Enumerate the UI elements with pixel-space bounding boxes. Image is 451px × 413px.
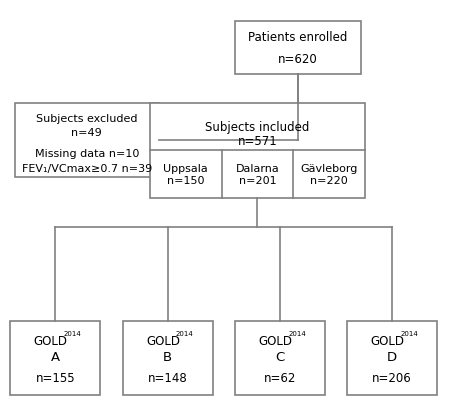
Text: 2014: 2014 — [175, 330, 193, 336]
Text: Gävleborg
n=220: Gävleborg n=220 — [300, 164, 357, 185]
FancyBboxPatch shape — [346, 321, 436, 395]
FancyBboxPatch shape — [235, 321, 324, 395]
FancyBboxPatch shape — [149, 104, 364, 198]
Text: FEV₁/VCmax≥0.7 n=39: FEV₁/VCmax≥0.7 n=39 — [22, 164, 152, 174]
Text: Dalarna
n=201: Dalarna n=201 — [235, 164, 279, 185]
Text: GOLD: GOLD — [34, 335, 68, 347]
Text: n=206: n=206 — [372, 371, 411, 385]
Text: C: C — [275, 350, 284, 363]
Text: D: D — [387, 350, 396, 363]
Text: Patients enrolled: Patients enrolled — [248, 31, 347, 44]
Text: GOLD: GOLD — [146, 335, 179, 347]
Text: n=62: n=62 — [263, 371, 295, 385]
Text: GOLD: GOLD — [370, 335, 404, 347]
Text: n=571: n=571 — [237, 134, 277, 147]
Text: 2014: 2014 — [400, 330, 417, 336]
Text: 2014: 2014 — [287, 330, 305, 336]
FancyBboxPatch shape — [10, 321, 100, 395]
Text: B: B — [163, 350, 172, 363]
Text: n=155: n=155 — [36, 371, 75, 385]
Text: Missing data n=10: Missing data n=10 — [34, 148, 138, 158]
Text: n=620: n=620 — [277, 53, 317, 66]
Text: 2014: 2014 — [63, 330, 81, 336]
Text: Subjects excluded: Subjects excluded — [36, 113, 137, 123]
Text: n=49: n=49 — [71, 128, 102, 138]
FancyBboxPatch shape — [235, 22, 360, 75]
Text: GOLD: GOLD — [258, 335, 292, 347]
Text: n=148: n=148 — [147, 371, 187, 385]
Text: A: A — [51, 350, 60, 363]
Text: Uppsala
n=150: Uppsala n=150 — [163, 164, 207, 185]
Text: Subjects included: Subjects included — [205, 121, 309, 134]
FancyBboxPatch shape — [15, 104, 158, 178]
FancyBboxPatch shape — [122, 321, 212, 395]
